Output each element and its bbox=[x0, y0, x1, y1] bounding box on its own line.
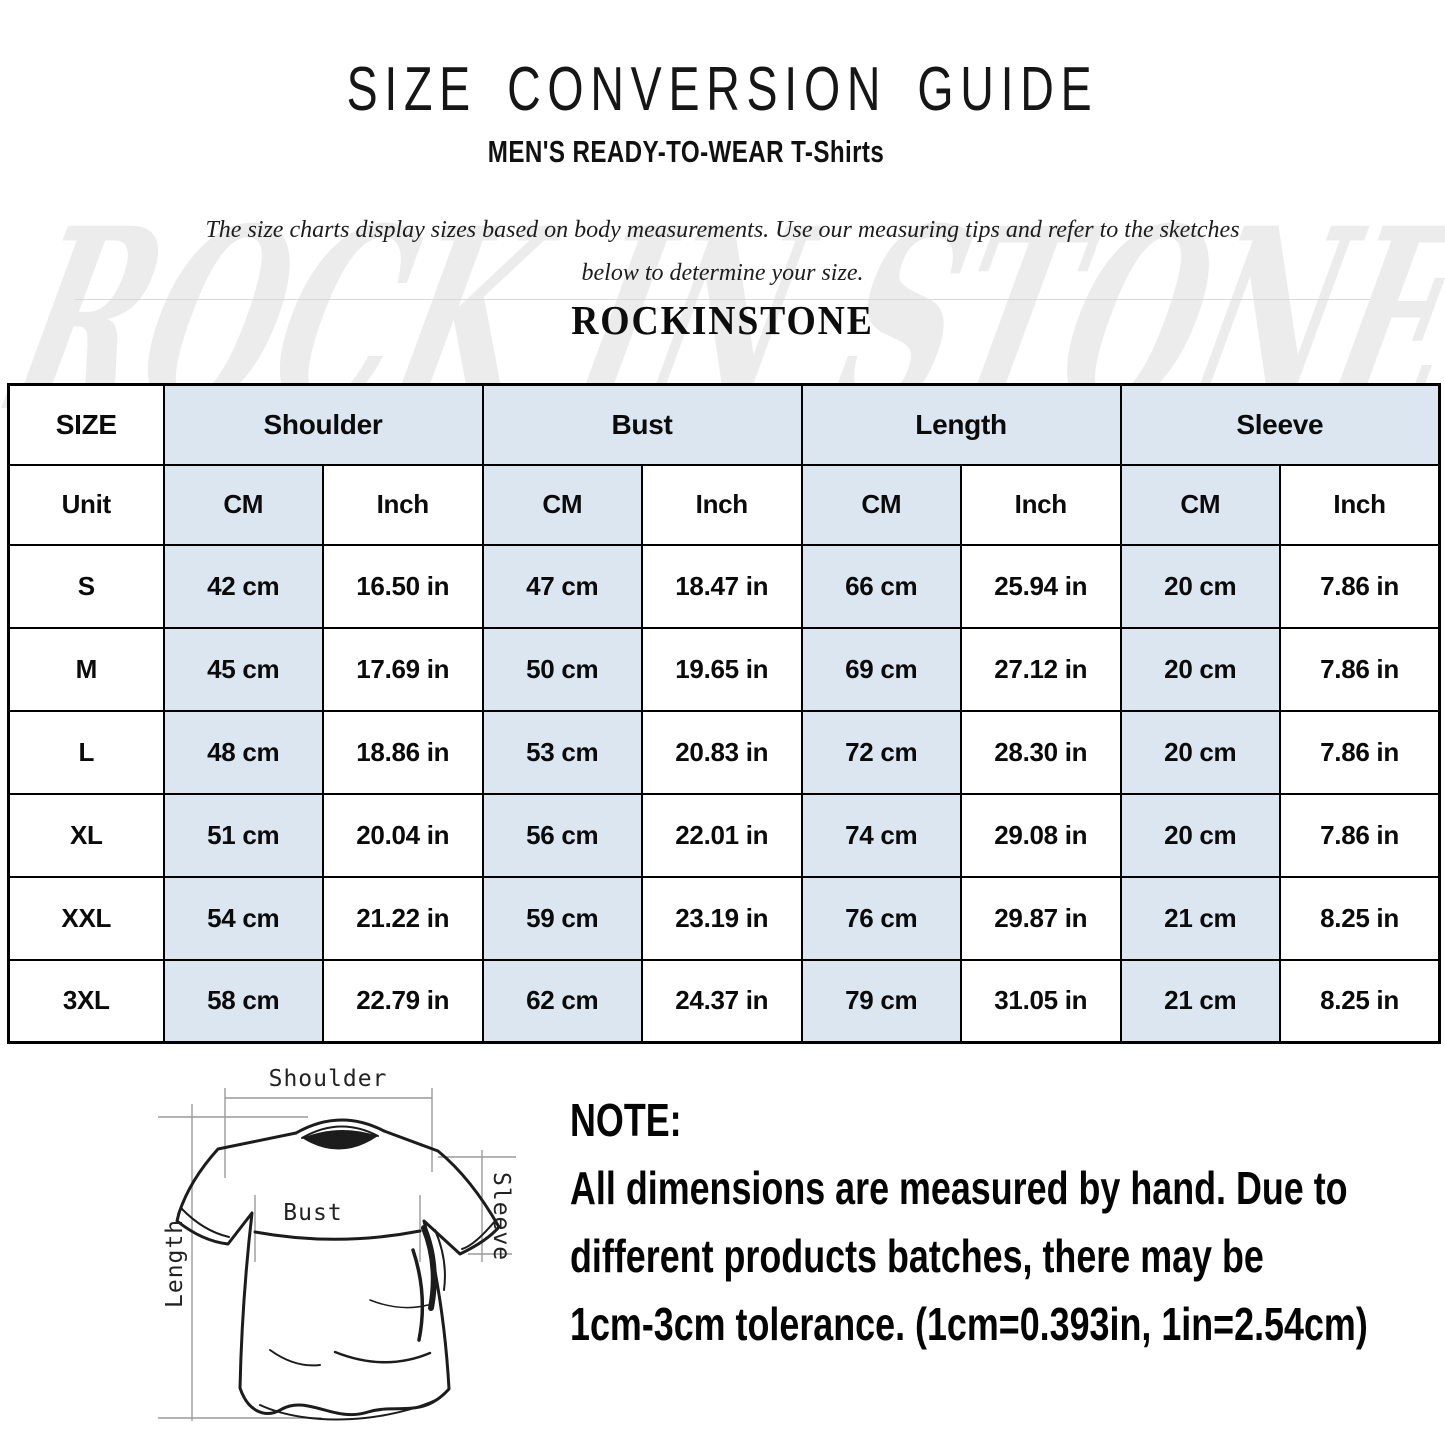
table-cell: 25.94 in bbox=[960, 543, 1122, 629]
table-cell: 7.86 in bbox=[1279, 792, 1441, 878]
size-table: SIZE Shoulder Bust Length Sleeve Unit CM… bbox=[7, 383, 1442, 1044]
table-cell: 53 cm bbox=[481, 709, 644, 795]
table-cell: 8.25 in bbox=[1279, 875, 1441, 961]
table-cell: 48 cm bbox=[162, 709, 324, 795]
unit-cell: Inch bbox=[960, 463, 1122, 546]
note-line: All dimensions are measured by hand. Due… bbox=[570, 1162, 1348, 1214]
table-cell: 45 cm bbox=[162, 626, 324, 712]
shoulder-label: Shoulder bbox=[269, 1066, 388, 1092]
unit-cell: CM bbox=[162, 463, 324, 546]
table-cell: 22.79 in bbox=[322, 958, 484, 1044]
table-cell: 42 cm bbox=[162, 543, 324, 629]
unit-cell: CM bbox=[800, 463, 963, 546]
table-cell: 7.86 in bbox=[1279, 543, 1441, 629]
table-row: 3XL 58 cm 22.79 in 62 cm 24.37 in 79 cm … bbox=[7, 958, 1441, 1044]
size-label-cell: L bbox=[7, 709, 165, 795]
size-label-cell: XL bbox=[7, 792, 165, 878]
group-header-length: Length bbox=[800, 383, 1122, 466]
table-cell: 24.37 in bbox=[641, 958, 803, 1044]
table-cell: 59 cm bbox=[481, 875, 644, 961]
length-label: Length bbox=[162, 1219, 188, 1308]
table-cell: 23.19 in bbox=[641, 875, 803, 961]
note-line: 1cm-3cm tolerance. (1cm=0.393in, 1in=2.5… bbox=[570, 1298, 1368, 1350]
table-cell: 27.12 in bbox=[960, 626, 1122, 712]
table-cell: 74 cm bbox=[800, 792, 963, 878]
group-header-bust: Bust bbox=[481, 383, 803, 466]
table-row: XL 51 cm 20.04 in 56 cm 22.01 in 74 cm 2… bbox=[7, 792, 1441, 878]
unit-cell: CM bbox=[1119, 463, 1282, 546]
description-line-1: The size charts display sizes based on b… bbox=[205, 217, 1240, 243]
table-row: L 48 cm 18.86 in 53 cm 20.83 in 72 cm 28… bbox=[7, 709, 1441, 795]
group-header-sleeve: Sleeve bbox=[1119, 383, 1441, 466]
table-cell: 31.05 in bbox=[960, 958, 1122, 1044]
table-cell: 66 cm bbox=[800, 543, 963, 629]
table-cell: 7.86 in bbox=[1279, 709, 1441, 795]
table-cell: 20 cm bbox=[1119, 792, 1282, 878]
table-cell: 8.25 in bbox=[1279, 958, 1441, 1044]
note-heading: NOTE: bbox=[570, 1094, 682, 1146]
subtitle: MEN'S READY-TO-WEAR T-Shirts bbox=[487, 133, 885, 169]
table-cell: 58 cm bbox=[162, 958, 324, 1044]
unit-cell: Inch bbox=[322, 463, 484, 546]
table-cell: 20 cm bbox=[1119, 709, 1282, 795]
table-cell: 20 cm bbox=[1119, 626, 1282, 712]
table-cell: 47 cm bbox=[481, 543, 644, 629]
table-cell: 18.86 in bbox=[322, 709, 484, 795]
table-cell: 54 cm bbox=[162, 875, 324, 961]
table-cell: 21 cm bbox=[1119, 875, 1282, 961]
table-cell: 29.08 in bbox=[960, 792, 1122, 878]
size-label-cell: 3XL bbox=[7, 958, 165, 1044]
size-corner-cell: SIZE bbox=[7, 383, 165, 466]
table-cell: 20 cm bbox=[1119, 543, 1282, 629]
description-line-2: below to determine your size. bbox=[581, 260, 864, 286]
page-title: SIZE CONVERSION GUIDE bbox=[346, 54, 1099, 124]
table-cell: 21 cm bbox=[1119, 958, 1282, 1044]
table-unit-row: Unit CM Inch CM Inch CM Inch CM Inch bbox=[7, 463, 1441, 546]
table-cell: 28.30 in bbox=[960, 709, 1122, 795]
table-cell: 76 cm bbox=[800, 875, 963, 961]
group-header-shoulder: Shoulder bbox=[162, 383, 484, 466]
sleeve-label: Sleeve bbox=[488, 1172, 514, 1261]
table-row: XXL 54 cm 21.22 in 59 cm 23.19 in 76 cm … bbox=[7, 875, 1441, 961]
table-cell: 19.65 in bbox=[641, 626, 803, 712]
table-cell: 62 cm bbox=[481, 958, 644, 1044]
table-cell: 17.69 in bbox=[322, 626, 484, 712]
table-cell: 51 cm bbox=[162, 792, 324, 878]
unit-label-cell: Unit bbox=[7, 463, 165, 546]
bust-label: Bust bbox=[283, 1200, 342, 1226]
table-cell: 16.50 in bbox=[322, 543, 484, 629]
tshirt-sketch bbox=[175, 1118, 501, 1421]
table-group-header-row: SIZE Shoulder Bust Length Sleeve bbox=[7, 383, 1441, 466]
unit-cell: CM bbox=[481, 463, 644, 546]
brand-name: ROCKINSTONE bbox=[571, 297, 874, 343]
table-cell: 69 cm bbox=[800, 626, 963, 712]
size-label-cell: M bbox=[7, 626, 165, 712]
table-cell: 22.01 in bbox=[641, 792, 803, 878]
diagram-labels: Shoulder Bust Length Sleeve bbox=[162, 1066, 514, 1308]
table-cell: 21.22 in bbox=[322, 875, 484, 961]
table-cell: 72 cm bbox=[800, 709, 963, 795]
tshirt-measurement-diagram: Shoulder Bust Length Sleeve bbox=[158, 1066, 516, 1421]
table-cell: 7.86 in bbox=[1279, 626, 1441, 712]
size-label-cell: XXL bbox=[7, 875, 165, 961]
faint-divider bbox=[75, 299, 1370, 300]
dimension-lines bbox=[158, 1088, 516, 1421]
unit-cell: Inch bbox=[1279, 463, 1441, 546]
table-cell: 50 cm bbox=[481, 626, 644, 712]
size-label-cell: S bbox=[7, 543, 165, 629]
note-line: different products batches, there may be bbox=[570, 1230, 1264, 1282]
table-cell: 79 cm bbox=[800, 958, 963, 1044]
table-row: M 45 cm 17.69 in 50 cm 19.65 in 69 cm 27… bbox=[7, 626, 1441, 712]
note-section: NOTE: All dimensions are measured by han… bbox=[570, 1086, 1440, 1358]
table-cell: 18.47 in bbox=[641, 543, 803, 629]
table-row: S 42 cm 16.50 in 47 cm 18.47 in 66 cm 25… bbox=[7, 543, 1441, 629]
table-cell: 20.04 in bbox=[322, 792, 484, 878]
table-cell: 20.83 in bbox=[641, 709, 803, 795]
unit-cell: Inch bbox=[641, 463, 803, 546]
table-cell: 29.87 in bbox=[960, 875, 1122, 961]
table-cell: 56 cm bbox=[481, 792, 644, 878]
